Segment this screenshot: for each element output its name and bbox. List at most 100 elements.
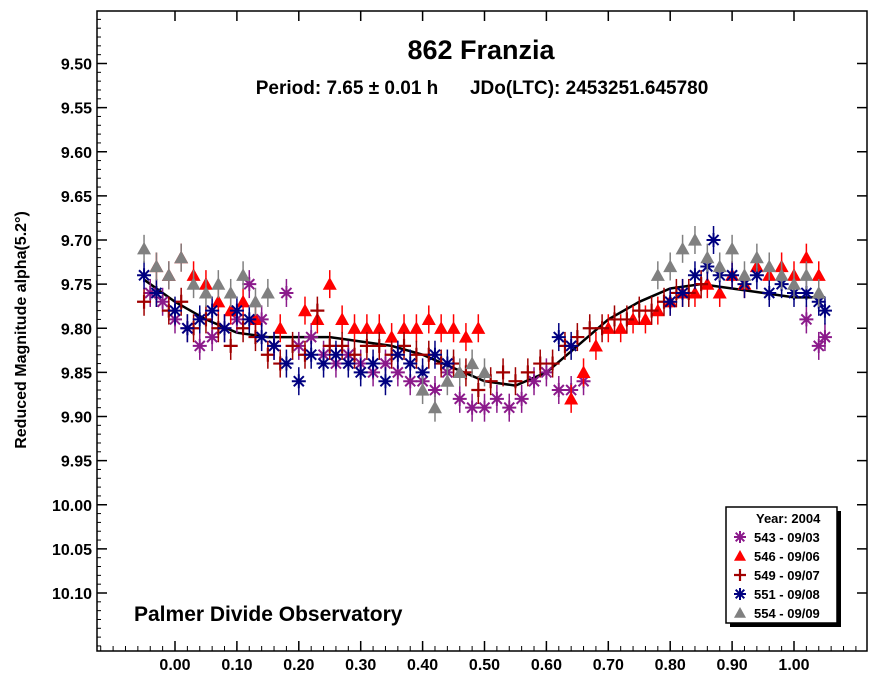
- data-point-triangle: [749, 243, 764, 272]
- data-point-triangle: [248, 287, 263, 316]
- data-point-asterisk: [180, 314, 195, 343]
- data-point-plus: [545, 349, 560, 378]
- x-tick-label: 0.10: [221, 657, 252, 674]
- data-point-plus: [644, 296, 659, 325]
- y-tick-label: 10.00: [52, 498, 92, 515]
- legend-marker-plus: [734, 569, 746, 581]
- data-point-plus: [471, 376, 486, 405]
- data-point-triangle: [415, 376, 430, 405]
- y-tick-label: 9.70: [61, 233, 92, 250]
- data-point-asterisk: [378, 367, 393, 396]
- legend-box: [725, 506, 838, 624]
- data-point-asterisk: [427, 340, 442, 369]
- data-point-triangle: [700, 243, 715, 272]
- data-point-asterisk: [514, 384, 529, 413]
- observatory-annotation: Palmer Divide Observatory: [134, 603, 403, 626]
- x-tick-label: 1.00: [778, 657, 809, 674]
- data-point-asterisk: [242, 270, 257, 299]
- data-point-asterisk: [149, 278, 164, 307]
- data-point-asterisk: [279, 349, 294, 378]
- data-point-plus: [595, 314, 610, 343]
- data-point-plus: [632, 296, 647, 325]
- data-point-asterisk: [725, 261, 740, 290]
- data-point-asterisk: [328, 340, 343, 369]
- data-point-triangle: [799, 261, 814, 290]
- data-point-triangle: [161, 261, 176, 290]
- chart-title: 862 Franzia: [407, 35, 555, 65]
- legend-entry: 549 - 09/07: [734, 568, 820, 583]
- data-point-triangle: [347, 314, 362, 343]
- data-point-triangle: [564, 384, 579, 413]
- data-point-plus: [508, 367, 523, 396]
- legend-entry: 554 - 09/09: [734, 606, 820, 621]
- data-point-triangle: [211, 270, 226, 299]
- data-point-asterisk: [452, 384, 467, 413]
- data-point-triangle: [149, 252, 164, 281]
- y-tick-label: 9.60: [61, 145, 92, 162]
- data-point-asterisk: [192, 305, 207, 334]
- data-point-triangle: [322, 270, 337, 299]
- data-point-triangle: [588, 331, 603, 360]
- data-point-plus: [372, 331, 387, 360]
- data-point-asterisk: [341, 349, 356, 378]
- data-point-asterisk: [390, 340, 405, 369]
- data-point-triangle: [434, 314, 449, 343]
- data-point-asterisk: [502, 393, 517, 422]
- data-point-triangle: [335, 305, 350, 334]
- data-point-triangle: [762, 252, 777, 281]
- data-point-triangle: [198, 278, 213, 307]
- legend: Year: 2004 543 - 09/03 546 - 09/06 549 - 0…: [725, 506, 841, 627]
- data-point-asterisk: [403, 349, 418, 378]
- legend-marker-asterisk: [734, 588, 746, 600]
- data-point-asterisk: [254, 323, 269, 352]
- data-point-triangle: [137, 234, 152, 263]
- data-point-asterisk: [706, 226, 721, 254]
- data-point-triangle: [458, 323, 473, 352]
- data-point-asterisk: [217, 314, 232, 343]
- data-point-asterisk: [353, 358, 368, 387]
- data-point-triangle: [787, 270, 801, 299]
- x-tick-label: 0.90: [717, 657, 748, 674]
- data-point-asterisk: [489, 384, 504, 413]
- data-point-asterisk: [817, 296, 832, 325]
- legend-label: 543 - 09/03: [754, 530, 820, 545]
- data-point-asterisk: [762, 278, 777, 307]
- data-points-layer: [137, 226, 832, 422]
- data-point-triangle: [576, 358, 591, 387]
- data-point-asterisk: [242, 305, 257, 334]
- data-point-triangle: [452, 358, 467, 387]
- data-point-triangle: [421, 305, 436, 334]
- data-point-triangle: [465, 349, 480, 378]
- legend-entry: 543 - 09/03: [734, 530, 820, 545]
- data-point-plus: [619, 305, 634, 334]
- data-point-asterisk: [817, 323, 832, 352]
- data-point-triangle: [675, 234, 690, 263]
- data-point-asterisk: [551, 323, 566, 352]
- data-point-asterisk: [799, 305, 814, 334]
- data-point-triangle: [236, 261, 251, 290]
- data-point-triangle: [446, 314, 461, 343]
- data-point-plus: [285, 331, 300, 360]
- y-tick-label: 10.05: [52, 542, 92, 559]
- legend-label: 554 - 09/09: [754, 606, 820, 621]
- data-point-asterisk: [279, 278, 294, 307]
- data-point-asterisk: [675, 278, 690, 307]
- y-tick-label: 9.95: [61, 454, 92, 471]
- data-point-asterisk: [316, 349, 331, 378]
- data-point-triangle: [440, 367, 455, 396]
- y-tick-label: 9.55: [61, 101, 92, 118]
- data-point-triangle: [223, 278, 238, 307]
- y-tick-label: 9.90: [61, 410, 92, 427]
- data-point-triangle: [260, 278, 275, 307]
- y-tick-label: 9.85: [61, 365, 92, 382]
- legend-marker-triangle: [734, 550, 746, 561]
- y-tick-label: 9.65: [61, 189, 92, 206]
- data-point-asterisk: [229, 296, 244, 325]
- x-tick-label: 0.80: [655, 657, 686, 674]
- data-point-triangle: [186, 270, 201, 299]
- data-point-triangle: [273, 314, 288, 343]
- data-point-triangle: [471, 314, 486, 343]
- data-point-asterisk: [137, 261, 152, 290]
- y-tick-label: 9.80: [61, 321, 92, 338]
